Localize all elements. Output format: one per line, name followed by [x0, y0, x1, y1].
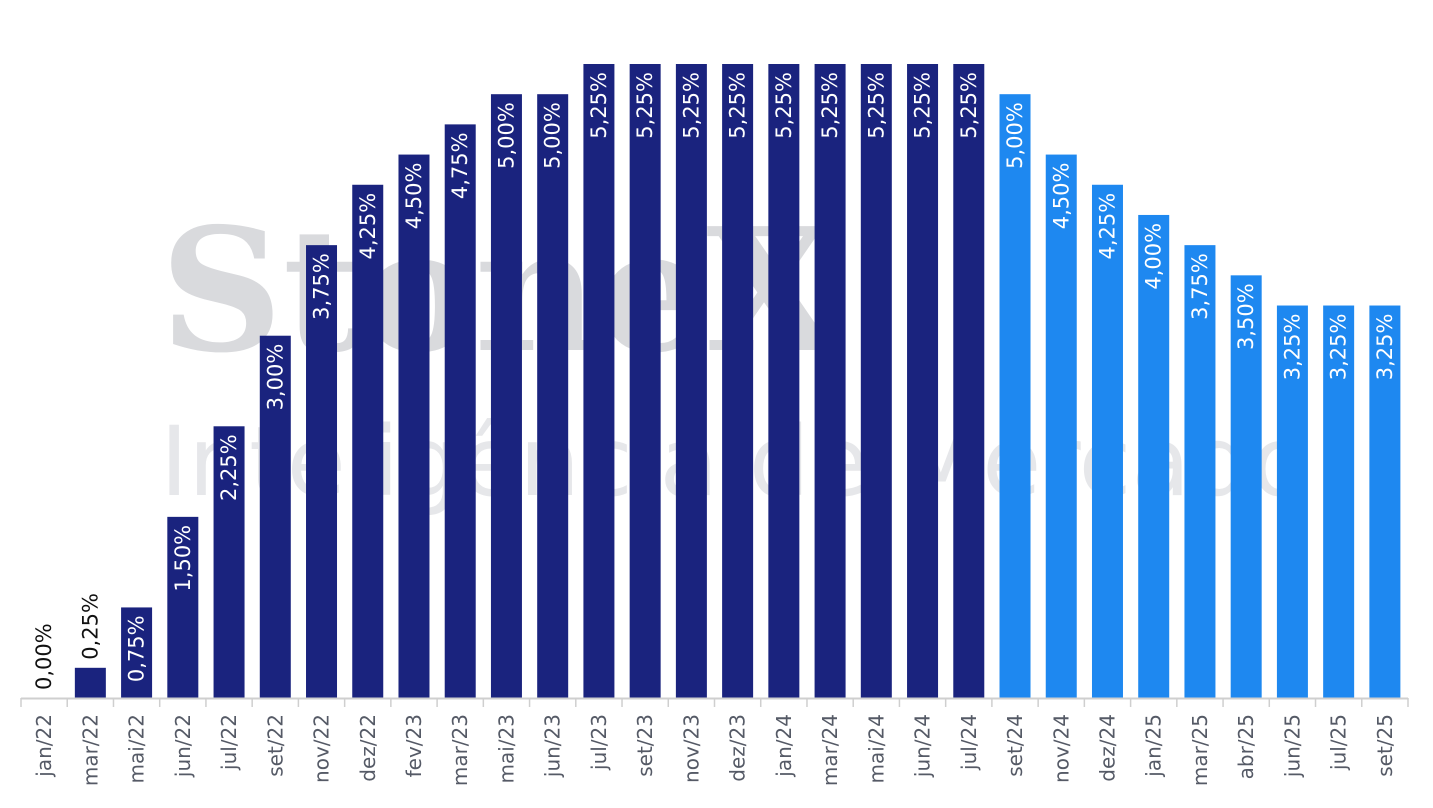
bar-set-25 — [1369, 305, 1401, 698]
bar-value-label: 0,00% — [32, 623, 56, 690]
bar-mar-24 — [814, 64, 846, 698]
bar-set-23 — [629, 64, 661, 698]
bar-value-label: 5,25% — [911, 72, 935, 139]
bar-nov-23 — [675, 64, 707, 698]
x-tick-label: jun/23 — [541, 714, 565, 778]
x-tick-label: nov/24 — [1049, 714, 1073, 783]
x-tick-label: jun/25 — [1280, 714, 1304, 778]
bar-set-22 — [259, 335, 291, 698]
x-tick-label: abr/25 — [1234, 714, 1258, 779]
bar-value-label: 4,50% — [1049, 163, 1073, 230]
bar-value-label: 0,75% — [125, 615, 149, 682]
bar-value-label: 4,25% — [1095, 193, 1119, 260]
bar-value-label: 5,25% — [864, 72, 888, 139]
bar-value-label: 5,25% — [957, 72, 981, 139]
bar-jun-25 — [1276, 305, 1308, 698]
bar-value-label: 2,25% — [217, 434, 241, 501]
bar-nov-24 — [1045, 154, 1077, 699]
x-axis: jan/22 mar/22 mai/22 jun/22 jul/22 set/22 nov/… — [20, 697, 1409, 786]
bar-jul-22 — [213, 426, 245, 698]
bar-value-label: 4,00% — [1142, 223, 1166, 290]
bar-mar-22 — [74, 667, 106, 698]
bar-value-label: 1,50% — [171, 525, 195, 592]
bar-dez-22 — [352, 184, 384, 698]
bar-jul-23 — [583, 64, 615, 698]
bar-value-label: 3,25% — [1280, 314, 1304, 381]
x-tick-label: mar/25 — [1188, 714, 1212, 786]
x-tick-label: set/23 — [633, 714, 657, 777]
x-tick-label: jun/22 — [171, 714, 195, 778]
bar-jun-24 — [907, 64, 939, 698]
x-tick-label: jan/22 — [32, 714, 56, 778]
x-tick-label: fev/23 — [402, 714, 426, 777]
x-tick-label: dez/23 — [726, 714, 750, 782]
bar-value-label: 5,00% — [1003, 102, 1027, 169]
x-tick-label: mai/22 — [125, 714, 149, 783]
bar-nov-22 — [306, 245, 338, 698]
x-tick-label: jul/23 — [587, 714, 611, 771]
bar-jan-24 — [768, 64, 800, 698]
bar-jun-22 — [167, 516, 199, 698]
x-tick-label: nov/23 — [679, 714, 703, 783]
bar-value-label: 5,25% — [726, 72, 750, 139]
bar-value-label: 3,25% — [1373, 314, 1397, 381]
x-tick-label: set/24 — [1003, 714, 1027, 777]
bar-value-label: 5,00% — [494, 102, 518, 169]
bar-value-label: 5,25% — [633, 72, 657, 139]
bar-mar-23 — [444, 124, 476, 698]
bar-value-label: 5,00% — [541, 102, 565, 169]
x-tick-label: mar/22 — [78, 714, 102, 786]
x-tick-label: dez/22 — [356, 714, 380, 782]
bar-jul-25 — [1323, 305, 1355, 698]
bar-value-label: 3,00% — [263, 344, 287, 411]
bar-abr-25 — [1230, 275, 1262, 698]
bar-jan-25 — [1138, 214, 1170, 698]
x-tick-label: jan/25 — [1142, 714, 1166, 778]
x-tick-label: mai/24 — [864, 714, 888, 783]
bar-value-label: 5,25% — [587, 72, 611, 139]
bar-value-label: 3,50% — [1234, 283, 1258, 350]
bar-fev-23 — [398, 154, 430, 699]
x-tick-label: jul/22 — [217, 714, 241, 771]
bar-mai-24 — [860, 64, 892, 698]
bar-value-label: 5,25% — [679, 72, 703, 139]
bar-jun-23 — [537, 94, 569, 698]
bar-set-24 — [999, 94, 1031, 698]
bar-mar-25 — [1184, 245, 1216, 698]
x-tick-label: mai/23 — [494, 714, 518, 783]
x-tick-label: jan/24 — [772, 714, 796, 778]
bar-dez-24 — [1091, 184, 1123, 698]
x-tick-label: nov/22 — [310, 714, 334, 783]
bar-value-label: 4,50% — [402, 163, 426, 230]
x-tick-label: dez/24 — [1095, 714, 1119, 782]
bars-group: 0,00% 0,25% 0,75% 1,50% 2,25% 3,00% 3,75% 4,25%… — [32, 64, 1401, 699]
bar-mai-23 — [490, 94, 522, 698]
bar-value-label: 3,75% — [1188, 253, 1212, 320]
bar-value-label: 5,25% — [818, 72, 842, 139]
x-tick-label: mar/23 — [448, 714, 472, 786]
bar-mai-22 — [121, 607, 153, 698]
x-tick-label: set/22 — [263, 714, 287, 777]
bar-dez-23 — [722, 64, 754, 698]
bar-value-label: 0,25% — [78, 593, 102, 660]
x-tick-label: jul/24 — [957, 714, 981, 771]
bar-value-label: 4,75% — [448, 132, 472, 199]
bar-value-label: 3,25% — [1327, 314, 1351, 381]
x-tick-label: mar/24 — [818, 714, 842, 786]
x-tick-label: jul/25 — [1327, 714, 1351, 771]
x-tick-label: set/25 — [1373, 714, 1397, 777]
bar-value-label: 5,25% — [772, 72, 796, 139]
x-tick-label: jun/24 — [911, 714, 935, 778]
bar-value-label: 4,25% — [356, 193, 380, 260]
bar-value-label: 3,75% — [310, 253, 334, 320]
bar-jul-24 — [953, 64, 985, 698]
